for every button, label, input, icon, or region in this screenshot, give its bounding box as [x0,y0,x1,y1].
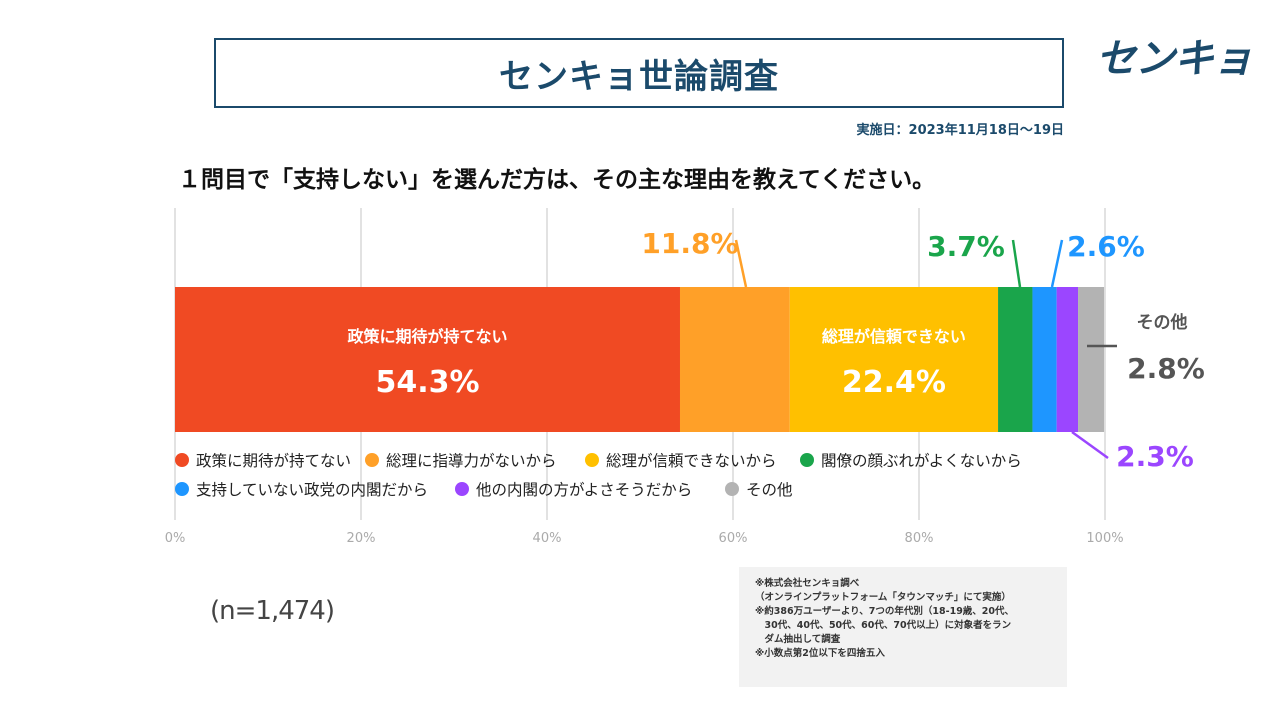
legend-label: その他 [746,481,793,499]
title-box: センキョ世論調査 [214,38,1064,108]
legend-marker [175,482,189,496]
tick-label: 40% [533,531,562,546]
tick-label: 80% [905,531,934,546]
legend-marker [455,482,469,496]
note-line: ※小数点第2位以下を四捨五入 [755,648,885,659]
legend-label: 政策に期待が持てない [196,452,351,470]
segment-value-label: 3.7% [927,230,1005,263]
callout-line [1071,430,1109,460]
segment-name-label: 政策に期待が持てない [347,327,507,346]
legend-marker [585,453,599,467]
segment-value-label: 2.6% [1067,230,1145,263]
brand-logo: センキョ [1096,36,1253,82]
segment-value-label: 2.3% [1116,440,1194,473]
note-line: ※株式会社センキョ調べ [755,578,860,589]
legend-marker [365,453,379,467]
bar-segment [998,287,1033,432]
note-line: （オンラインプラットフォーム「タウンマッチ」にて実施） [755,592,1011,603]
bar-segment [789,287,999,432]
bar-segment [1078,287,1105,432]
segment-name-label: 総理が信頼できない [822,327,966,346]
tick-label: 100% [1086,531,1123,546]
notes-box: ※株式会社センキョ調べ （オンラインプラットフォーム「タウンマッチ」にて実施） … [739,567,1067,687]
segment-value-label: 2.8% [1127,352,1205,385]
survey-date: 実施日：2023年11月18日〜19日 [856,123,1064,138]
tick-label: 20% [347,531,376,546]
callout-line [1011,239,1022,288]
segment-value-label: 11.8% [641,227,738,260]
bar-segment [679,287,790,432]
bar-segment [175,287,680,432]
legend-marker [175,453,189,467]
sample-size: (n=1,474) [210,596,335,626]
note-line: ダム抽出して調査 [755,634,841,645]
page-title: センキョ世論調査 [499,56,779,97]
note-line: ※約386万ユーザーより、7つの年代別（18-19歳、20代、 [755,606,1015,617]
legend-label: 他の内閣の方がよさそうだから [476,481,692,499]
callout-line [734,239,748,288]
legend-label: 閣僚の顔ぶれがよくないから [821,452,1022,470]
bar-segment [1032,287,1057,432]
legend-label: 総理が信頼できないから [606,452,777,470]
callout-line [1050,239,1064,288]
segment-name-label: その他 [1137,312,1188,333]
tick-label: 0% [165,531,186,546]
segment-value-label: 22.4% [842,365,946,400]
bar-segment [1056,287,1079,432]
question-text: １問目で「支持しない」を選んだ方は、その主な理由を教えてください。 [178,167,936,193]
segment-value-label: 54.3% [375,365,479,400]
legend-marker [800,453,814,467]
tick-label: 60% [719,531,748,546]
legend-label: 総理に指導力がないから [386,452,557,470]
legend-marker [725,482,739,496]
note-line: 30代、40代、50代、60代、70代以上）に対象者をラン [755,620,1012,631]
legend-label: 支持していない政党の内閣だから [196,481,428,499]
